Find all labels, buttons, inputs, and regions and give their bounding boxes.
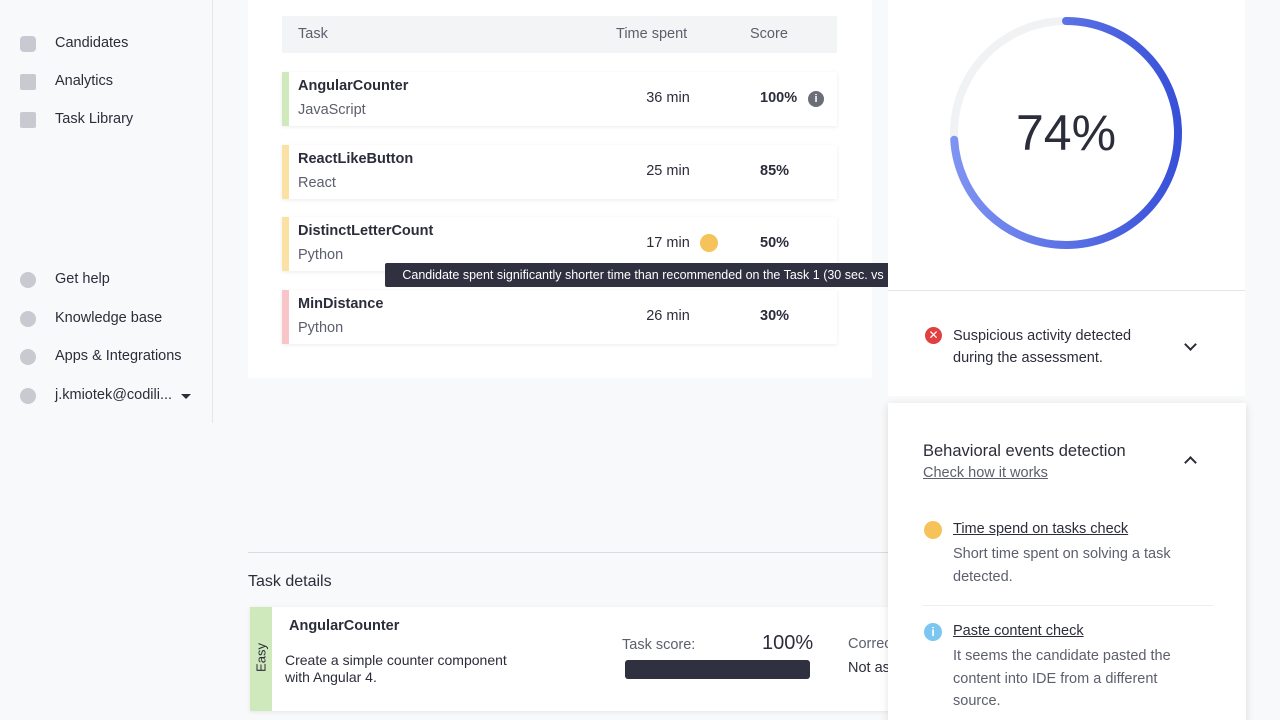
nav-item[interactable]: Candidates bbox=[55, 35, 129, 51]
sidebar bbox=[0, 0, 213, 423]
nav-item[interactable]: Apps & Integrations bbox=[55, 348, 182, 364]
task-name: AngularCounter bbox=[289, 618, 400, 634]
task-row[interactable]: DistinctLetterCount Python 17 min 50% bbox=[282, 217, 837, 271]
nav-item[interactable]: Knowledge base bbox=[55, 310, 163, 326]
header-cell: Task bbox=[298, 26, 328, 42]
link[interactable]: Check how it works bbox=[923, 465, 1048, 481]
icon bbox=[20, 74, 36, 90]
behavioral-popup bbox=[888, 403, 1246, 720]
task-language: JavaScript bbox=[298, 102, 366, 118]
correctness-value: Not as bbox=[848, 660, 890, 676]
icon bbox=[20, 112, 36, 128]
info-icon[interactable]: i bbox=[808, 91, 824, 107]
task-card bbox=[250, 607, 890, 711]
user-menu[interactable]: j.kmiotek@codili... bbox=[55, 387, 173, 403]
gauge-label: 74% bbox=[1016, 105, 1116, 161]
task-language: React bbox=[298, 174, 336, 191]
task-row[interactable]: AngularCounter JavaScript 36 min 100% bbox=[282, 72, 837, 126]
icon bbox=[20, 36, 36, 52]
task-language: Python bbox=[298, 319, 344, 336]
time-spent: 36 min bbox=[646, 90, 690, 106]
icon bbox=[20, 388, 36, 404]
score: 85% bbox=[760, 162, 790, 179]
header-cell: Score bbox=[750, 26, 788, 42]
gauge: 74% bbox=[950, 17, 1182, 249]
difficulty: Easy bbox=[253, 643, 269, 672]
task-description: Create a simple counter component with A… bbox=[285, 652, 507, 685]
clock-icon bbox=[924, 521, 942, 539]
check-description: Short time spent on solving a task detec… bbox=[953, 546, 1171, 585]
alert-card bbox=[888, 291, 1245, 396]
score: 100% bbox=[760, 90, 798, 106]
task-name: ReactLikeButton bbox=[298, 150, 414, 167]
score: 30% bbox=[760, 307, 790, 324]
gauge-arc bbox=[950, 17, 1182, 249]
nav-item[interactable]: Get help bbox=[55, 271, 110, 287]
header-cell: Time spent bbox=[616, 26, 688, 42]
correctness-label: Correc bbox=[848, 636, 892, 652]
time-spent: 26 min bbox=[646, 307, 690, 324]
icon bbox=[20, 272, 36, 288]
task-name: AngularCounter bbox=[298, 78, 409, 94]
table-header bbox=[282, 16, 837, 53]
divider bbox=[923, 605, 1213, 606]
task-name: DistinctLetterCount bbox=[298, 223, 434, 239]
icon bbox=[20, 311, 36, 327]
score-value: 100% bbox=[762, 632, 814, 654]
task-language: Python bbox=[298, 247, 344, 263]
check-title[interactable]: Paste content check bbox=[953, 623, 1084, 639]
difficulty-bar bbox=[282, 217, 289, 271]
popup-title: Behavioral events detection bbox=[923, 442, 1126, 460]
nav-item[interactable]: Task Library bbox=[55, 111, 134, 127]
check-title[interactable]: Time spend on tasks check bbox=[953, 521, 1129, 537]
progress-fill bbox=[625, 660, 810, 679]
divider bbox=[248, 552, 888, 553]
task-row[interactable]: MinDistance Python 26 min 30% bbox=[282, 289, 837, 344]
error-icon: ✕ bbox=[925, 327, 942, 344]
difficulty-bar bbox=[282, 144, 289, 199]
section-title: Task details bbox=[248, 573, 332, 590]
task-row[interactable]: ReactLikeButton React 25 min 85% bbox=[282, 144, 837, 199]
info-icon: i bbox=[924, 623, 942, 641]
difficulty-bar bbox=[282, 72, 289, 126]
time-spent: 17 min bbox=[646, 235, 690, 251]
difficulty-strip bbox=[250, 607, 272, 711]
nav-item[interactable]: Analytics bbox=[55, 73, 114, 89]
check-description: It seems the candidate pasted the conten… bbox=[953, 648, 1171, 709]
task-name: MinDistance bbox=[298, 295, 384, 312]
alert-text: Suspicious activity detected during the … bbox=[953, 328, 1132, 366]
difficulty-bar bbox=[282, 289, 289, 344]
clock-icon[interactable] bbox=[700, 234, 718, 252]
time-spent: 25 min bbox=[646, 162, 690, 179]
progress-track bbox=[625, 660, 810, 679]
caret bbox=[181, 394, 191, 399]
score: 50% bbox=[760, 235, 790, 251]
score-label: Task score: bbox=[622, 637, 696, 653]
icon bbox=[20, 349, 36, 365]
